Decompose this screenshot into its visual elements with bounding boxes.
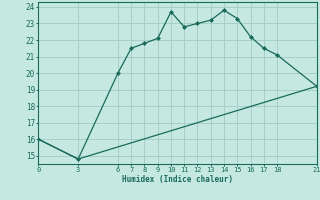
- X-axis label: Humidex (Indice chaleur): Humidex (Indice chaleur): [122, 175, 233, 184]
